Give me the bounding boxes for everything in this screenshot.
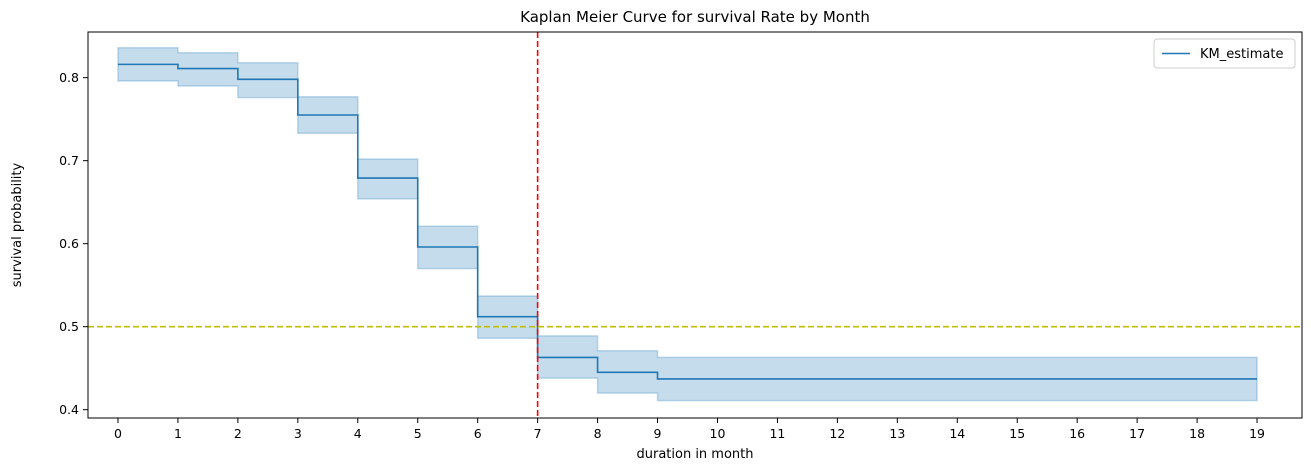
x-tick-label: 11 [769, 426, 785, 441]
x-tick-label: 0 [114, 426, 122, 441]
x-tick-label: 14 [949, 426, 965, 441]
y-tick-label: 0.4 [59, 402, 79, 417]
legend: KM_estimate [1153, 38, 1296, 69]
y-tick-label: 0.6 [59, 236, 79, 251]
x-tick-label: 7 [534, 426, 542, 441]
x-tick-label: 6 [474, 426, 482, 441]
x-tick-label: 8 [594, 426, 602, 441]
legend-label: KM_estimate [1200, 47, 1283, 62]
x-tick-label: 16 [1069, 426, 1085, 441]
x-tick-label: 9 [654, 426, 662, 441]
x-tick-label: 12 [829, 426, 845, 441]
y-tick-label: 0.7 [59, 153, 79, 168]
y-tick-label: 0.5 [59, 319, 79, 334]
km-estimate-line [117, 63, 1258, 380]
x-tick-label: 18 [1189, 426, 1205, 441]
confidence-band [117, 47, 1258, 402]
x-tick-label: 17 [1129, 426, 1145, 441]
x-tick-label: 5 [414, 426, 422, 441]
x-tick-label: 19 [1249, 426, 1265, 441]
x-tick-label: 4 [354, 426, 362, 441]
y-axis: 0.4 0.5 0.6 0.7 0.8 [59, 70, 88, 417]
y-tick-label: 0.8 [59, 70, 79, 85]
x-tick-label: 13 [889, 426, 905, 441]
plot-frame [87, 31, 1303, 419]
legend-box [1153, 38, 1296, 69]
x-tick-label: 15 [1009, 426, 1025, 441]
x-tick-label: 10 [710, 426, 726, 441]
x-tick-label: 2 [234, 426, 242, 441]
y-axis-label: survival probability [10, 162, 25, 287]
x-axis-label: duration in month [636, 447, 753, 462]
x-tick-label: 1 [174, 426, 182, 441]
chart-title: Kaplan Meier Curve for survival Rate by … [520, 8, 870, 26]
x-tick-label: 3 [294, 426, 302, 441]
x-axis: 0 1 2 3 4 5 6 7 8 9 10 11 12 13 14 15 16 17 18 19 [114, 418, 1265, 441]
